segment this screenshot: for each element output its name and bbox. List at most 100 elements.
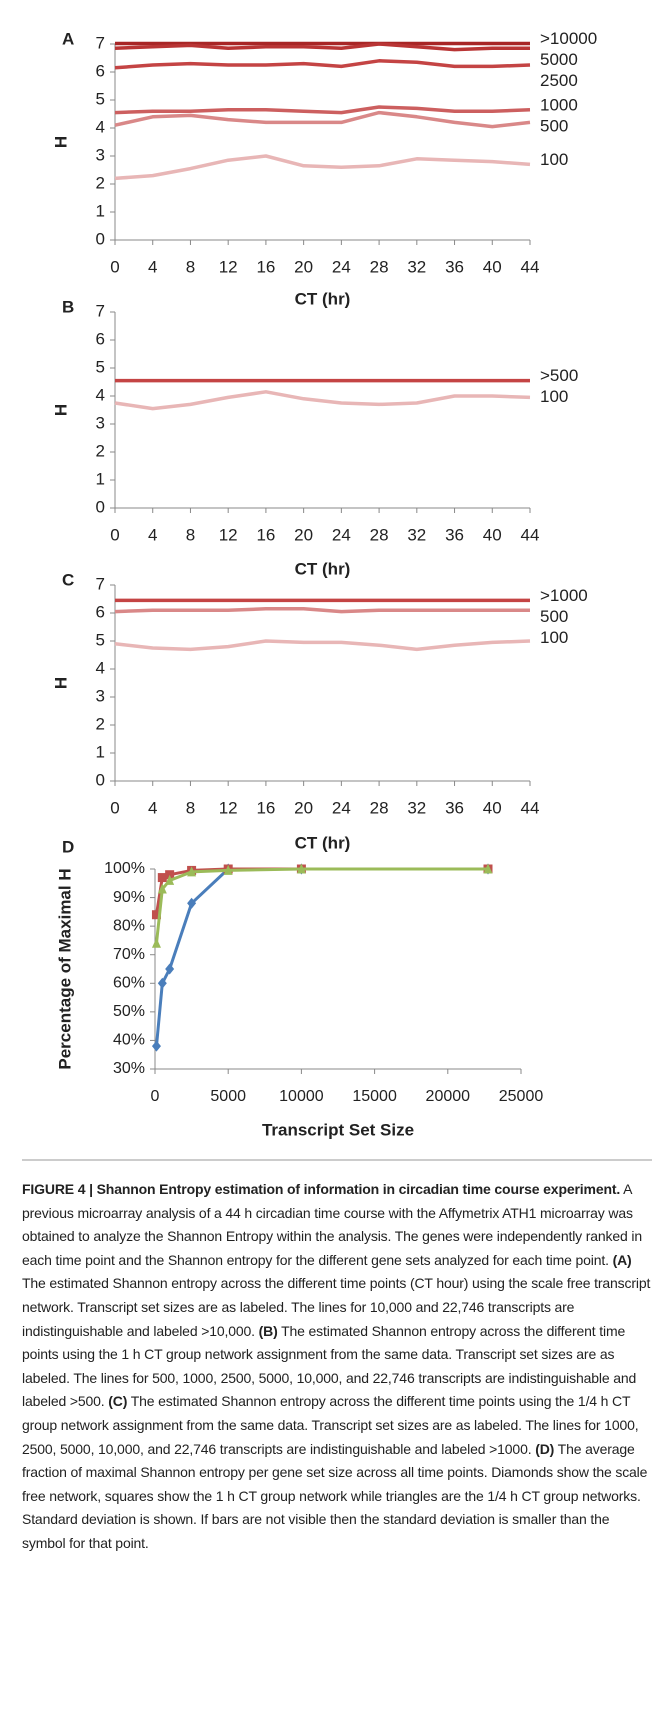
series-label: 100 <box>540 150 568 169</box>
x-tick-label: 5000 <box>210 1088 246 1105</box>
marker <box>483 863 493 874</box>
y-tick-label: 6 <box>96 329 105 348</box>
y-tick-label: 7 <box>96 33 105 52</box>
x-tick-label: 20 <box>294 798 313 817</box>
marker <box>296 863 306 874</box>
series-label: >1000 <box>540 586 588 605</box>
y-tick-label: 30% <box>113 1060 145 1077</box>
marker <box>187 866 197 877</box>
y-tick-label: 4 <box>96 385 105 404</box>
x-tick-label: 40 <box>483 525 502 544</box>
marker <box>151 1040 161 1052</box>
y-tick-label: 0 <box>96 770 105 789</box>
caption-text: (B) <box>258 1322 278 1339</box>
series-line <box>114 390 531 411</box>
y-tick-label: 1 <box>96 469 105 488</box>
x-tick-label: 20 <box>294 257 313 276</box>
x-tick-label: 0 <box>110 525 119 544</box>
x-tick-label: 32 <box>407 798 426 817</box>
y-tick-label: 0 <box>96 497 105 516</box>
y-tick-label: 40% <box>113 1032 145 1049</box>
x-tick-label: 4 <box>148 798 157 817</box>
x-tick-label: 16 <box>256 525 275 544</box>
marker <box>151 937 161 948</box>
marker <box>151 910 161 920</box>
marker <box>165 870 175 880</box>
panel-label: A <box>62 29 74 48</box>
y-axis-title: H <box>51 677 70 689</box>
x-axis-title: CT (hr) <box>295 559 351 578</box>
y-tick-label: 80% <box>113 917 145 934</box>
caption-text: The estimated Shannon entropy across the… <box>22 1275 651 1339</box>
y-tick-label: 5 <box>96 630 105 649</box>
x-tick-label: 36 <box>445 798 464 817</box>
x-tick-label: 8 <box>186 257 195 276</box>
x-tick-label: 36 <box>445 525 464 544</box>
y-tick-label: 1 <box>96 742 105 761</box>
series-label: 1000 <box>540 95 578 114</box>
y-tick-label: 0 <box>96 229 105 248</box>
y-tick-label: 3 <box>96 145 105 164</box>
caption-text: The estimated Shannon entropy across the… <box>22 1322 637 1410</box>
y-tick-label: 4 <box>96 658 105 677</box>
x-tick-label: 20000 <box>426 1088 471 1105</box>
series-label: >10000 <box>540 29 597 48</box>
x-axis-title: CT (hr) <box>295 833 351 852</box>
x-tick-label: 12 <box>219 525 238 544</box>
series-label: 500 <box>540 116 568 135</box>
x-tick-label: 0 <box>110 257 119 276</box>
y-axis-title: H <box>51 404 70 416</box>
marker <box>157 873 167 883</box>
series-line <box>114 42 530 52</box>
series-line <box>114 639 531 652</box>
y-tick-label: 60% <box>113 975 145 992</box>
y-tick-label: 7 <box>96 574 105 593</box>
y-tick-label: 6 <box>96 602 105 621</box>
series-label: >500 <box>540 366 578 385</box>
x-tick-label: 28 <box>370 798 389 817</box>
series-line <box>114 154 531 181</box>
y-tick-label: 4 <box>96 117 105 136</box>
y-tick-label: 7 <box>96 301 105 320</box>
x-tick-label: 36 <box>445 257 464 276</box>
y-tick-label: 90% <box>113 889 145 906</box>
y-tick-label: 3 <box>96 686 105 705</box>
x-tick-label: 20 <box>294 525 313 544</box>
y-tick-label: 3 <box>96 413 105 432</box>
x-tick-label: 8 <box>186 798 195 817</box>
y-tick-label: 6 <box>96 61 105 80</box>
x-tick-label: 8 <box>186 525 195 544</box>
series-line <box>154 867 489 915</box>
caption: FIGURE 4 | Shannon Entropy estimation of… <box>22 1178 652 1556</box>
x-tick-label: 15000 <box>352 1088 397 1105</box>
y-tick-label: 1 <box>96 201 105 220</box>
x-tick-label: 24 <box>332 257 351 276</box>
y-tick-label: 50% <box>113 1003 145 1020</box>
y-tick-label: 2 <box>96 441 105 460</box>
x-tick-label: 24 <box>332 798 351 817</box>
x-tick-label: 32 <box>407 525 426 544</box>
x-tick-label: 40 <box>483 798 502 817</box>
x-tick-label: 16 <box>256 257 275 276</box>
x-tick-label: 32 <box>407 257 426 276</box>
caption-text: A previous microarray analysis of a 44 h… <box>22 1181 642 1268</box>
series-label: 2500 <box>540 71 578 90</box>
y-tick-label: 5 <box>96 357 105 376</box>
x-tick-label: 44 <box>521 798 540 817</box>
series-label: 100 <box>540 387 568 406</box>
caption-text: (D) <box>535 1440 555 1457</box>
marker <box>165 963 175 975</box>
y-tick-label: 70% <box>113 946 145 963</box>
caption-text: The average fraction of maximal Shannon … <box>22 1440 648 1551</box>
x-tick-label: 28 <box>370 257 389 276</box>
x-tick-label: 12 <box>219 257 238 276</box>
caption-text: (A) <box>612 1251 632 1268</box>
y-tick-label: 2 <box>96 173 105 192</box>
series-label: 100 <box>540 628 568 647</box>
series-line <box>154 867 489 944</box>
series-line <box>114 59 531 70</box>
x-tick-label: 4 <box>148 257 157 276</box>
panel-label: B <box>62 297 74 316</box>
x-tick-label: 4 <box>148 525 157 544</box>
